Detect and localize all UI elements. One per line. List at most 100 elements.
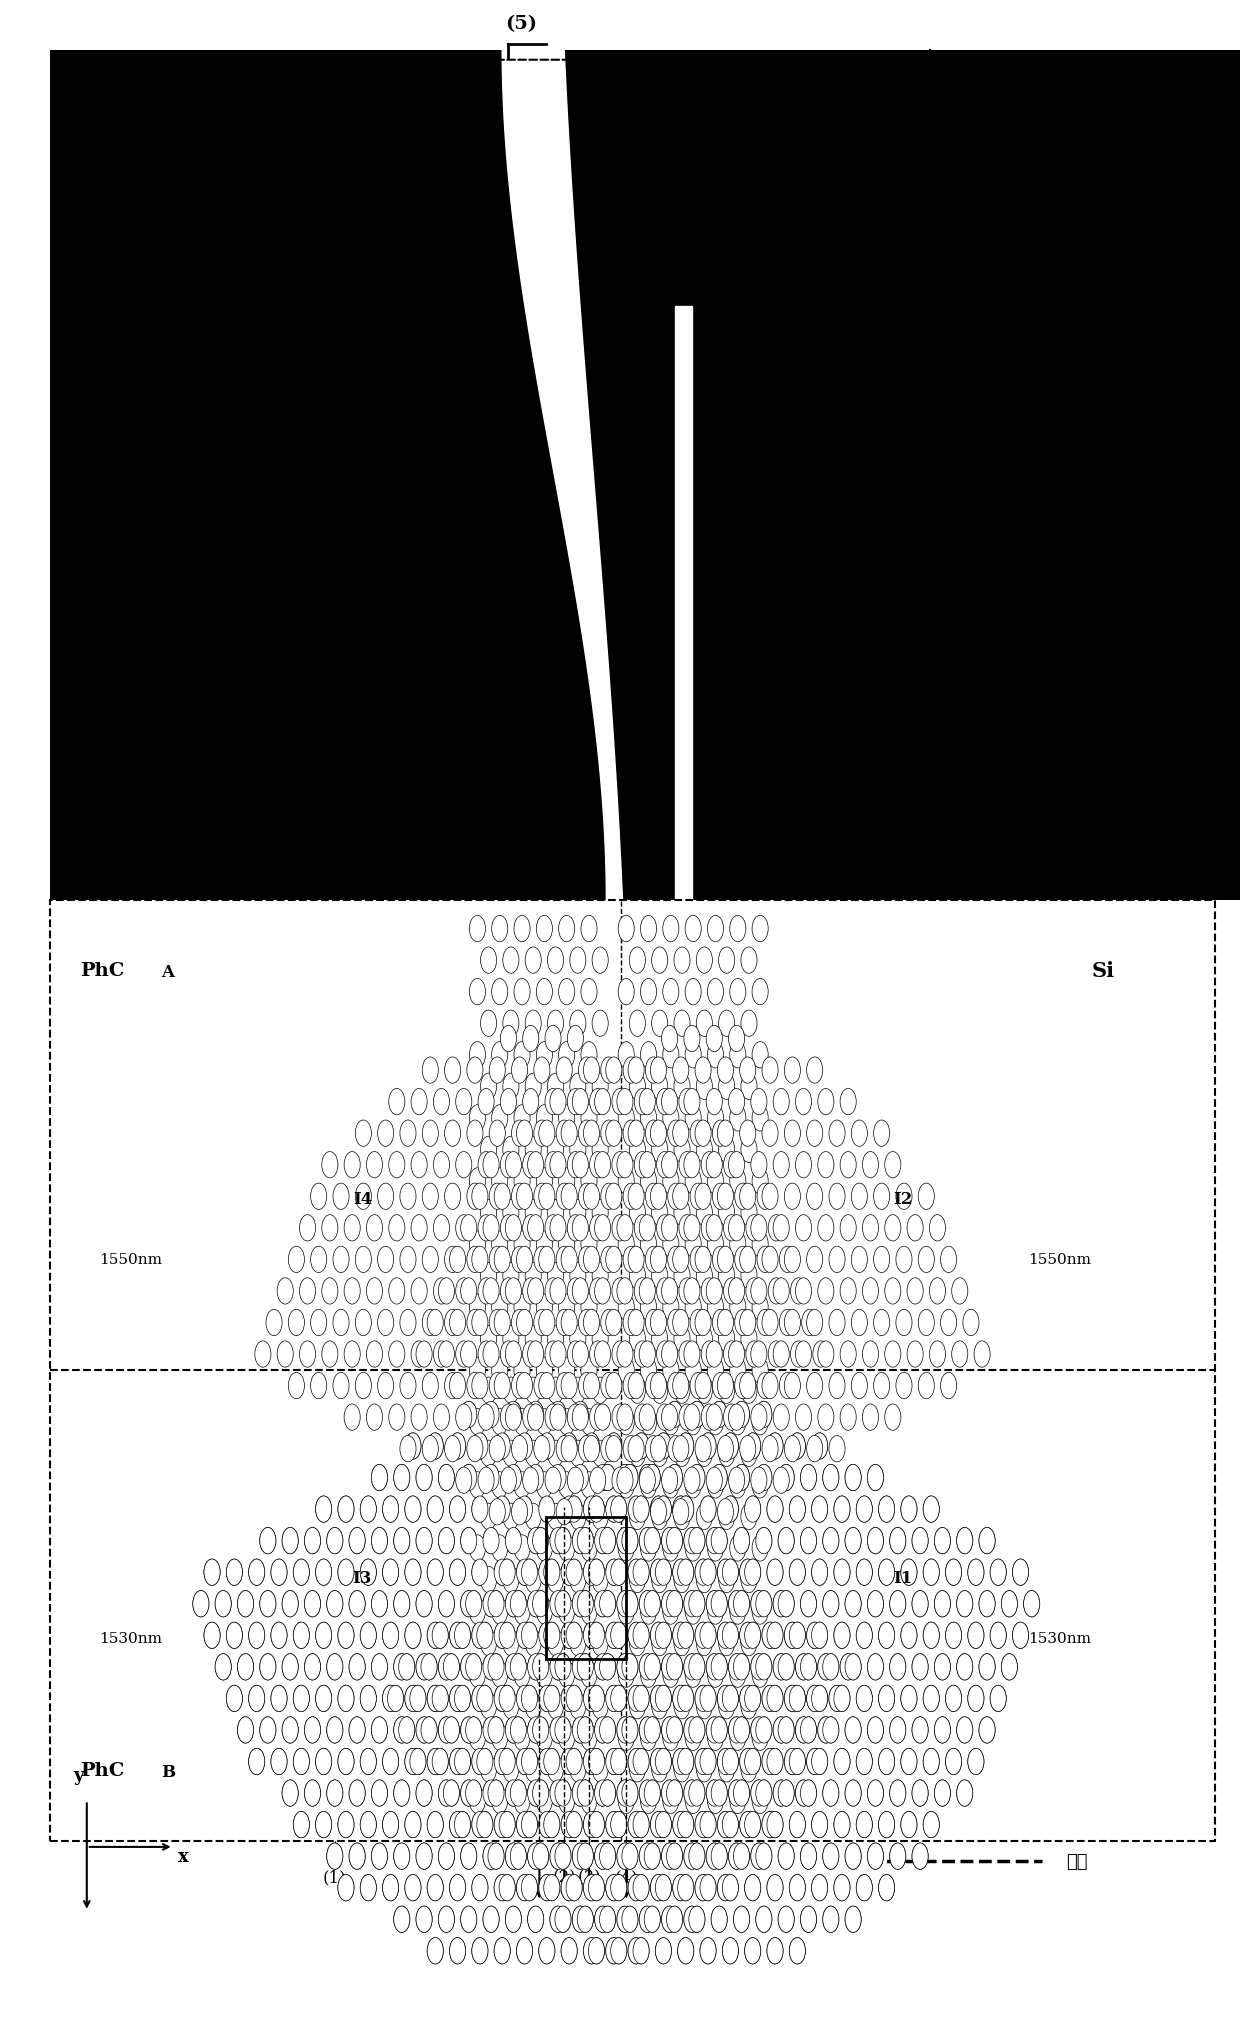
Circle shape [833,1811,849,1837]
Circle shape [238,1655,254,1681]
Circle shape [768,1341,784,1368]
Circle shape [677,1938,693,1964]
Circle shape [521,1685,537,1711]
Circle shape [707,1341,723,1368]
Circle shape [600,1183,616,1210]
Circle shape [539,1374,556,1400]
Circle shape [606,1058,622,1084]
Circle shape [554,1655,570,1681]
Circle shape [337,1875,355,1902]
Circle shape [521,1748,537,1774]
Circle shape [722,1497,738,1523]
Circle shape [272,1748,288,1774]
Circle shape [640,1341,656,1368]
Circle shape [707,1535,724,1562]
Circle shape [517,1811,533,1837]
Circle shape [528,1465,543,1491]
Circle shape [740,1560,756,1586]
Circle shape [484,1402,498,1428]
Circle shape [651,1497,667,1523]
Circle shape [600,1374,616,1400]
Circle shape [678,1216,694,1242]
Circle shape [560,1938,577,1964]
Circle shape [327,1718,342,1744]
Circle shape [595,1527,611,1554]
Circle shape [632,1560,649,1586]
Circle shape [686,1598,702,1624]
Circle shape [718,1685,734,1711]
Circle shape [548,1503,563,1529]
Circle shape [515,1598,531,1624]
Circle shape [789,1622,805,1649]
Circle shape [260,1655,277,1681]
Circle shape [621,1906,637,1932]
Bar [570,51,670,900]
Circle shape [774,1590,789,1616]
Circle shape [744,1685,760,1711]
Circle shape [662,1780,677,1807]
Circle shape [355,1309,371,1335]
Circle shape [599,1718,615,1744]
Circle shape [532,1590,548,1616]
Circle shape [517,1432,533,1459]
Circle shape [526,1503,541,1529]
Circle shape [629,1811,645,1837]
Circle shape [822,1527,838,1554]
Circle shape [785,1309,801,1335]
Circle shape [203,1622,221,1649]
Circle shape [641,1535,657,1562]
Circle shape [908,1341,924,1368]
Circle shape [343,1216,360,1242]
Circle shape [629,1121,645,1147]
Circle shape [394,1843,409,1869]
Circle shape [856,1497,872,1523]
Circle shape [756,1374,773,1400]
Circle shape [945,1560,961,1586]
Circle shape [755,1906,771,1932]
Circle shape [521,1622,537,1649]
Circle shape [404,1622,422,1649]
Circle shape [796,1279,812,1305]
Circle shape [662,1590,677,1616]
Circle shape [641,1408,657,1434]
Circle shape [595,1780,611,1807]
Circle shape [662,1341,678,1368]
Circle shape [652,1200,667,1226]
Circle shape [588,1811,604,1837]
Circle shape [634,1151,650,1177]
Circle shape [427,1622,444,1649]
Circle shape [699,1432,715,1459]
Circle shape [811,1497,827,1523]
Circle shape [577,1590,593,1616]
Circle shape [439,1465,455,1491]
Circle shape [630,1693,645,1720]
Circle shape [934,1780,950,1807]
Circle shape [707,1843,722,1869]
Circle shape [477,1467,494,1493]
Circle shape [753,1167,769,1194]
Circle shape [539,1811,556,1837]
Circle shape [878,1685,894,1711]
Circle shape [730,979,746,1005]
Circle shape [777,1465,794,1491]
Circle shape [584,1560,600,1586]
Circle shape [663,1042,680,1068]
Circle shape [689,1309,706,1335]
Circle shape [663,1473,680,1499]
Circle shape [544,1026,560,1052]
Circle shape [511,1309,527,1335]
Circle shape [477,1088,494,1115]
Circle shape [551,1906,567,1932]
Circle shape [822,1527,838,1554]
Circle shape [489,1246,505,1272]
Circle shape [742,1440,756,1467]
Circle shape [777,1843,794,1869]
Circle shape [539,1309,556,1335]
Circle shape [733,1718,749,1744]
Circle shape [651,1622,667,1649]
Circle shape [404,1497,422,1523]
Circle shape [593,1200,609,1226]
Circle shape [570,1756,587,1782]
Circle shape [677,1811,693,1837]
Circle shape [640,1590,655,1616]
